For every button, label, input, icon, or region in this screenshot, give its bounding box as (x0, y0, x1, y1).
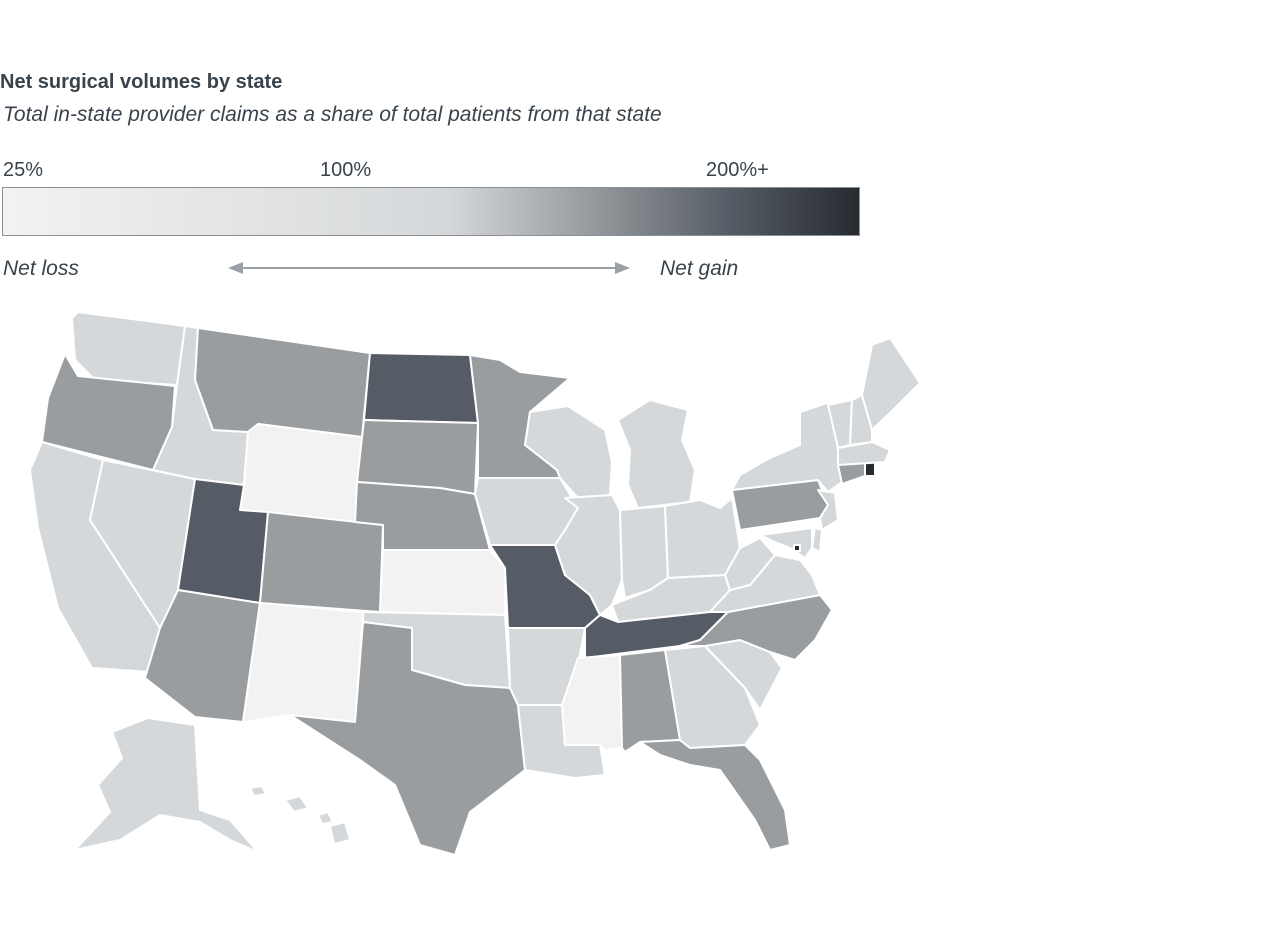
state-new-york (731, 401, 846, 493)
legend-tick-100: 100% (320, 159, 372, 181)
legend-tick-25: 25% (3, 159, 44, 181)
state-washington (71, 311, 186, 386)
state-new-mexico (242, 602, 364, 723)
state-illinois (554, 494, 623, 616)
state-hawaii (249, 785, 351, 845)
state-west-virginia (724, 537, 776, 591)
state-ohio (664, 497, 741, 579)
state-michigan (617, 399, 696, 509)
state-texas (289, 621, 526, 856)
state-district-of-columbia (793, 544, 801, 552)
state-alaska (74, 717, 259, 853)
legend-color-bar (2, 187, 860, 236)
net-gain-label: Net gain (660, 257, 739, 280)
state-colorado (259, 511, 384, 613)
state-florida (639, 739, 791, 851)
state-montana (194, 327, 371, 438)
state-kansas (379, 549, 506, 616)
state-north-dakota (363, 352, 479, 424)
state-wyoming (239, 423, 363, 523)
net-loss-label: Net loss (3, 257, 79, 280)
state-new-hampshire (849, 394, 873, 446)
double-arrow-icon (228, 262, 630, 274)
state-delaware (811, 527, 823, 553)
map-title: Net surgical volumes by state (0, 71, 283, 93)
legend-tick-200: 200%+ (706, 159, 769, 181)
map-subtitle: Total in-state provider claims as a shar… (3, 103, 662, 126)
us-state-map (29, 311, 921, 856)
state-maine (861, 337, 921, 431)
